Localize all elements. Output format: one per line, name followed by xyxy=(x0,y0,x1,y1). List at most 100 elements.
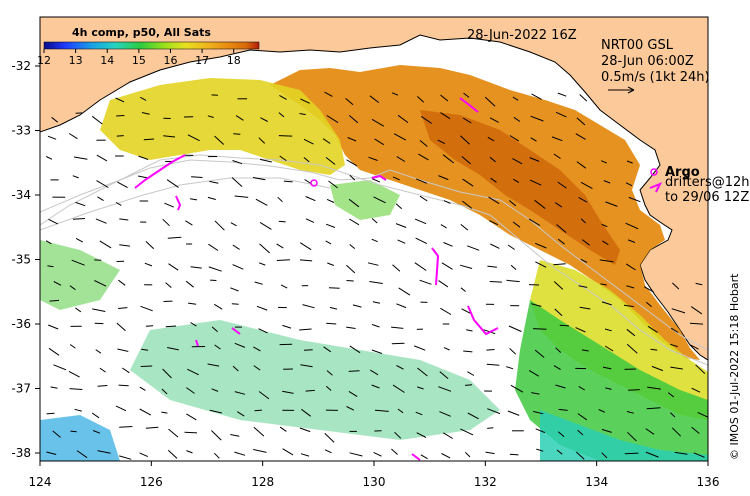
sst-mid xyxy=(100,78,345,175)
current-vector xyxy=(53,364,67,371)
current-vector xyxy=(299,427,311,433)
current-vector xyxy=(300,364,313,368)
current-vector xyxy=(300,453,310,457)
current-vector xyxy=(211,326,218,333)
current-vector xyxy=(70,430,77,433)
current-vector xyxy=(486,363,500,366)
drifter-track xyxy=(467,305,499,336)
current-vector xyxy=(466,329,473,332)
current-vector xyxy=(75,201,86,207)
colorbar-ramp xyxy=(43,41,260,50)
current-vector xyxy=(52,430,61,438)
argo-legend-symbol xyxy=(650,168,658,176)
current-vector xyxy=(464,384,473,386)
current-vector xyxy=(95,349,102,354)
current-vector xyxy=(168,428,179,438)
current-vector xyxy=(391,326,404,329)
current-vector xyxy=(531,93,542,100)
current-vector xyxy=(371,384,380,389)
current-vector xyxy=(97,385,108,387)
current-vector xyxy=(254,409,262,412)
current-vector xyxy=(140,365,153,367)
current-vector xyxy=(396,303,407,309)
current-vector xyxy=(213,452,220,459)
current-vector xyxy=(72,218,86,220)
current-vector xyxy=(575,133,586,140)
current-vector xyxy=(533,328,547,330)
current-vector xyxy=(440,307,452,315)
current-vector xyxy=(280,284,288,289)
current-vector xyxy=(695,282,703,286)
current-vector xyxy=(441,453,451,459)
current-vector xyxy=(324,91,333,97)
current-vector xyxy=(346,264,356,274)
current-vector xyxy=(625,222,639,230)
current-vector xyxy=(209,180,219,184)
lat-tick-label: -33 xyxy=(11,124,31,138)
drifter-track xyxy=(134,154,186,189)
current-vector xyxy=(371,349,383,354)
current-vector xyxy=(510,264,517,270)
current-vector xyxy=(187,134,200,142)
current-vector xyxy=(116,135,124,137)
current-vector xyxy=(485,451,495,455)
current-vector xyxy=(689,322,704,325)
current-vector xyxy=(396,156,406,162)
current-vector xyxy=(415,411,423,416)
current-vector xyxy=(233,133,241,135)
current-vector xyxy=(253,426,265,437)
current-vector xyxy=(603,180,611,184)
current-vector xyxy=(278,220,286,223)
current-vector xyxy=(209,409,223,414)
current-vector xyxy=(95,218,107,224)
current-vector xyxy=(459,264,473,269)
current-vector xyxy=(259,158,272,163)
current-vector xyxy=(580,258,588,263)
current-vector xyxy=(302,304,315,309)
colorbar-tick-label: 12 xyxy=(37,54,51,67)
current-vector xyxy=(371,238,378,243)
current-vector xyxy=(489,117,499,123)
current-vector xyxy=(92,308,106,312)
current-vector xyxy=(557,238,565,245)
current-vector xyxy=(670,366,683,370)
current-vector xyxy=(139,386,146,391)
current-vector xyxy=(278,112,285,118)
lat-tick-label: -35 xyxy=(11,253,31,267)
current-vector xyxy=(115,97,125,103)
current-vector xyxy=(398,287,411,296)
current-vector xyxy=(254,281,263,285)
current-vector xyxy=(534,199,546,209)
current-vector xyxy=(487,408,501,415)
current-vector xyxy=(626,328,636,337)
drifter-legend-label: drifters@12h xyxy=(665,175,750,190)
current-vector xyxy=(581,349,589,352)
current-vector xyxy=(282,390,294,394)
current-vector xyxy=(604,328,612,332)
colorbar-tick-label: 17 xyxy=(195,54,209,67)
current-vector xyxy=(282,448,294,456)
current-vector xyxy=(214,220,225,231)
current-vector xyxy=(507,410,520,416)
current-vector xyxy=(252,177,266,181)
lon-tick-label: 132 xyxy=(474,475,497,489)
current-vector xyxy=(231,177,243,187)
current-vector xyxy=(259,243,271,254)
current-vector xyxy=(577,413,588,421)
current-vector xyxy=(513,116,521,122)
current-vector xyxy=(167,449,178,459)
current-vector xyxy=(188,302,197,305)
current-vector xyxy=(374,138,385,146)
current-vector xyxy=(328,180,338,189)
current-vector xyxy=(438,386,452,392)
current-vector xyxy=(577,429,584,436)
current-vector xyxy=(534,349,545,358)
current-vector xyxy=(488,196,500,205)
current-vector xyxy=(48,347,60,356)
current-vector xyxy=(258,137,266,144)
current-vector xyxy=(371,324,380,328)
current-vector xyxy=(576,161,587,169)
current-vector xyxy=(415,237,428,245)
current-vector xyxy=(463,350,473,353)
current-vector xyxy=(528,218,541,226)
